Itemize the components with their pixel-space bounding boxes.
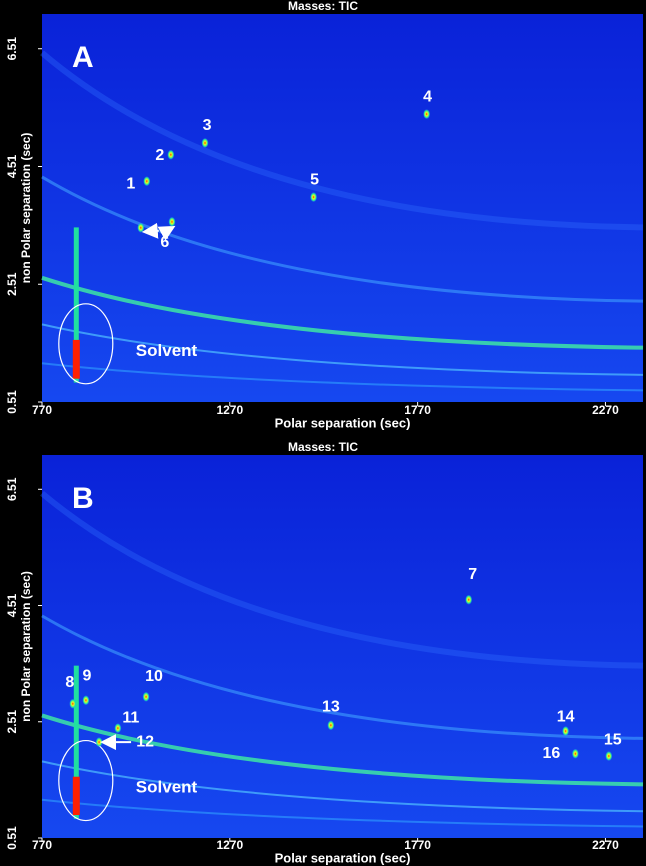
peak: [137, 222, 145, 233]
peak-label: 6: [160, 234, 169, 251]
background-band: [41, 175, 644, 303]
x-axis-label: Polar separation (sec): [275, 415, 411, 430]
x-tick-label: 1270: [216, 838, 243, 852]
peak-label: 13: [322, 698, 340, 715]
solvent-circle: [58, 739, 114, 822]
peak-label: 7: [468, 566, 477, 583]
peak: [571, 748, 579, 759]
x-tick-label: 2270: [592, 403, 619, 417]
peak: [562, 726, 570, 737]
peak: [167, 149, 175, 160]
peak-label: 14: [557, 708, 575, 725]
peak: [310, 192, 318, 203]
solvent-label: Solvent: [136, 778, 198, 797]
solvent-label: Solvent: [136, 341, 198, 360]
peak-label: 16: [542, 745, 560, 762]
peak-label: 8: [65, 674, 74, 691]
peak: [95, 737, 103, 748]
peak-label: 3: [203, 117, 212, 134]
background-band: [41, 323, 644, 376]
plot-background: [42, 14, 643, 402]
plot-background: [42, 455, 643, 838]
x-axis-label: Polar separation (sec): [275, 850, 411, 865]
peak-label: 9: [82, 667, 91, 684]
peak: [465, 594, 473, 605]
y-tick-label: 0.51: [5, 826, 19, 850]
peak: [201, 137, 209, 148]
peak: [327, 720, 335, 731]
panel-label: B: [72, 482, 94, 515]
background-band: [41, 614, 644, 740]
peak-label: 5: [310, 171, 319, 188]
arrow: [157, 225, 176, 241]
background-band: [41, 275, 644, 350]
chart-title: Masses: TIC: [288, 0, 358, 13]
x-tick-label: 770: [32, 838, 52, 852]
x-tick-label: 770: [32, 403, 52, 417]
y-tick-label: 6.51: [5, 477, 19, 501]
peak: [143, 176, 151, 187]
background-band: [41, 713, 644, 787]
solvent-circle: [58, 303, 114, 385]
y-tick-label: 0.51: [5, 390, 19, 414]
y-tick-label: 4.51: [5, 154, 19, 178]
y-tick-label: 4.51: [5, 594, 19, 618]
y-tick-label: 2.51: [5, 710, 19, 734]
solvent-streak: [73, 665, 79, 819]
peak-label: 11: [122, 709, 139, 726]
x-tick-label: 1770: [404, 838, 431, 852]
peak-label: 2: [155, 147, 164, 164]
peak: [82, 695, 90, 706]
background-band: [41, 362, 644, 392]
peak: [69, 698, 77, 709]
solvent-streak: [73, 227, 79, 383]
peak: [423, 109, 431, 120]
peak: [168, 216, 176, 227]
peak-label: 12: [136, 733, 154, 750]
x-tick-label: 1770: [404, 403, 431, 417]
chart-title: Masses: TIC: [288, 440, 358, 454]
y-tick-label: 6.51: [5, 37, 19, 61]
peak-label: 10: [145, 668, 163, 685]
y-axis-label: non Polar separation (sec): [19, 133, 33, 284]
peak-label: 1: [126, 175, 135, 192]
peak: [605, 751, 613, 762]
background-band: [40, 490, 644, 669]
x-tick-label: 1270: [216, 403, 243, 417]
solvent-peak: [72, 776, 80, 816]
peak: [114, 723, 122, 734]
panel-label: A: [72, 41, 94, 74]
background-band: [40, 50, 644, 231]
y-axis-label: non Polar separation (sec): [19, 571, 33, 722]
peak-label: 4: [423, 88, 432, 105]
y-tick-label: 2.51: [5, 272, 19, 296]
peak-label: 15: [604, 731, 622, 748]
x-tick-label: 2270: [592, 838, 619, 852]
background-band: [41, 798, 644, 828]
background-band: [41, 760, 644, 813]
peak: [142, 691, 150, 702]
arrow: [141, 222, 159, 239]
solvent-peak: [72, 339, 80, 379]
